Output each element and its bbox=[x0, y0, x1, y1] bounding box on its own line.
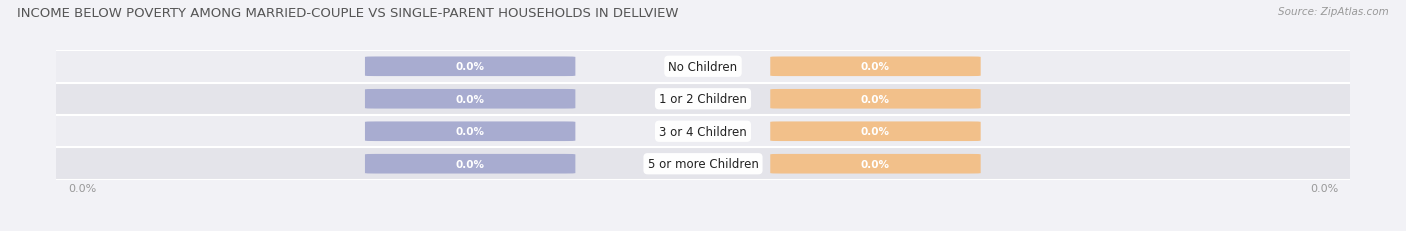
Text: 0.0%: 0.0% bbox=[456, 94, 485, 104]
FancyBboxPatch shape bbox=[770, 122, 980, 141]
FancyBboxPatch shape bbox=[366, 90, 575, 109]
FancyBboxPatch shape bbox=[366, 122, 575, 141]
Text: INCOME BELOW POVERTY AMONG MARRIED-COUPLE VS SINGLE-PARENT HOUSEHOLDS IN DELLVIE: INCOME BELOW POVERTY AMONG MARRIED-COUPL… bbox=[17, 7, 678, 20]
Bar bbox=[56, 83, 1350, 116]
FancyBboxPatch shape bbox=[770, 154, 980, 174]
Text: Source: ZipAtlas.com: Source: ZipAtlas.com bbox=[1278, 7, 1389, 17]
Text: 0.0%: 0.0% bbox=[860, 159, 890, 169]
FancyBboxPatch shape bbox=[366, 154, 575, 174]
FancyBboxPatch shape bbox=[770, 90, 980, 109]
Bar bbox=[56, 148, 1350, 180]
Text: 1 or 2 Children: 1 or 2 Children bbox=[659, 93, 747, 106]
Text: 0.0%: 0.0% bbox=[456, 62, 485, 72]
FancyBboxPatch shape bbox=[366, 57, 575, 77]
Text: 3 or 4 Children: 3 or 4 Children bbox=[659, 125, 747, 138]
Bar bbox=[56, 51, 1350, 83]
Text: 0.0%: 0.0% bbox=[860, 94, 890, 104]
Text: 0.0%: 0.0% bbox=[456, 127, 485, 137]
FancyBboxPatch shape bbox=[770, 57, 980, 77]
Bar bbox=[56, 116, 1350, 148]
Text: 5 or more Children: 5 or more Children bbox=[648, 158, 758, 170]
Text: 0.0%: 0.0% bbox=[456, 159, 485, 169]
Text: 0.0%: 0.0% bbox=[860, 62, 890, 72]
Text: No Children: No Children bbox=[668, 61, 738, 73]
Text: 0.0%: 0.0% bbox=[860, 127, 890, 137]
